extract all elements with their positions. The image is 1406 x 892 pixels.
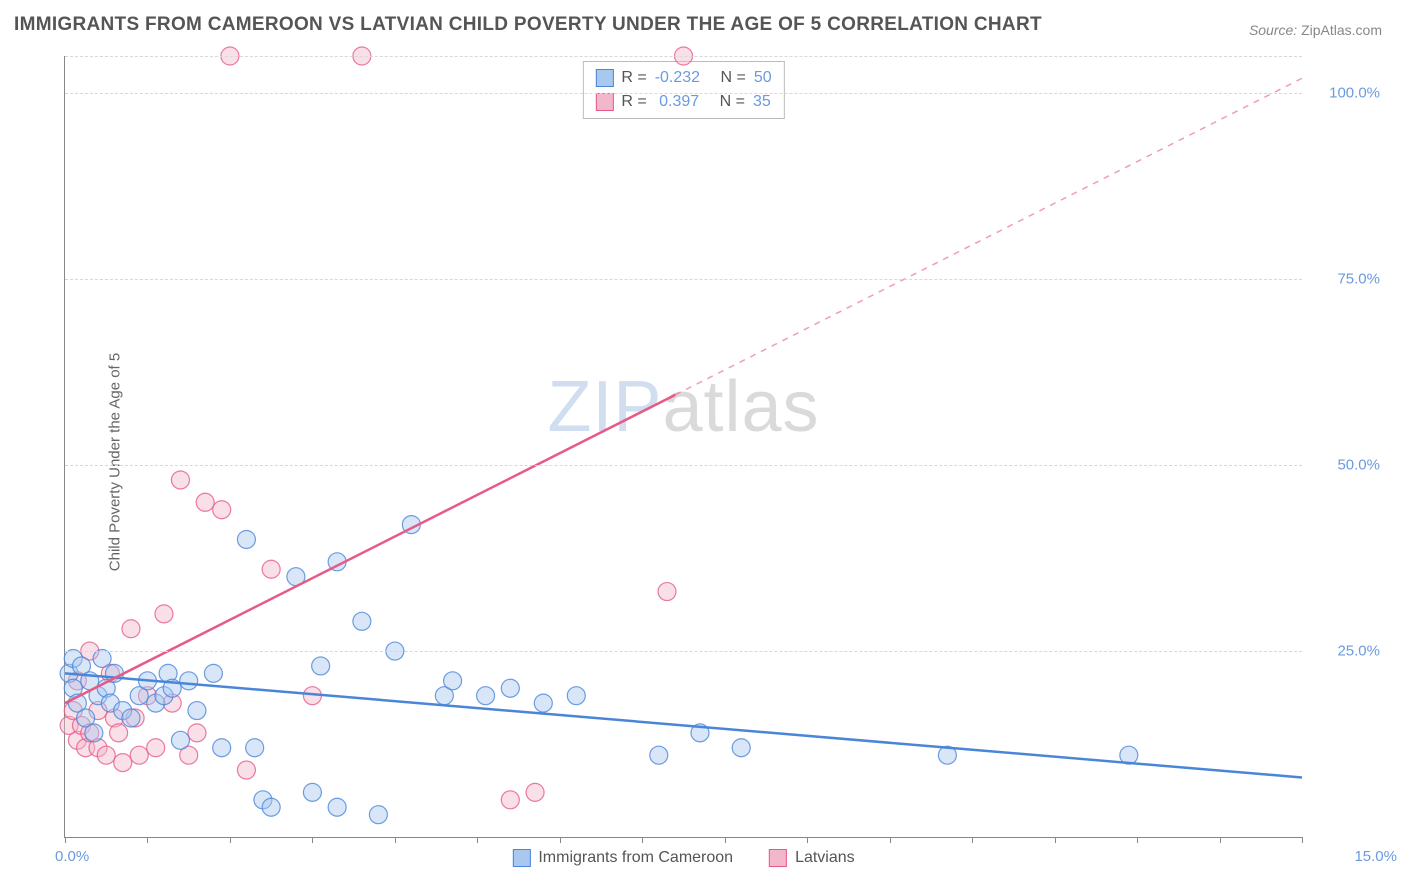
chart-container: Child Poverty Under the Age of 5 ZIPatla… [14,46,1392,878]
y-tick-label: 100.0% [1329,85,1380,102]
y-tick-label: 50.0% [1337,457,1380,474]
x-tick-label-min: 0.0% [55,848,89,865]
x-tick-label-max: 15.0% [1354,848,1397,865]
swatch-cameroon [512,849,530,867]
chart-title: IMMIGRANTS FROM CAMEROON VS LATVIAN CHIL… [14,14,1042,36]
legend-item-latvians: Latvians [769,849,855,867]
source-attribution: Source: ZipAtlas.com [1249,22,1382,38]
y-tick-label: 75.0% [1337,271,1380,288]
plot-svg [65,56,1302,837]
source-label: Source: [1249,22,1297,38]
y-tick-label: 25.0% [1337,643,1380,660]
series-legend: Immigrants from Cameroon Latvians [512,849,854,867]
legend-label-latvians: Latvians [795,849,855,867]
legend-item-cameroon: Immigrants from Cameroon [512,849,733,867]
plot-area: ZIPatlas R = -0.232 N = 50 R = 0.397 N =… [64,56,1302,838]
legend-label-cameroon: Immigrants from Cameroon [538,849,733,867]
source-value: ZipAtlas.com [1301,22,1382,38]
swatch-latvians [769,849,787,867]
